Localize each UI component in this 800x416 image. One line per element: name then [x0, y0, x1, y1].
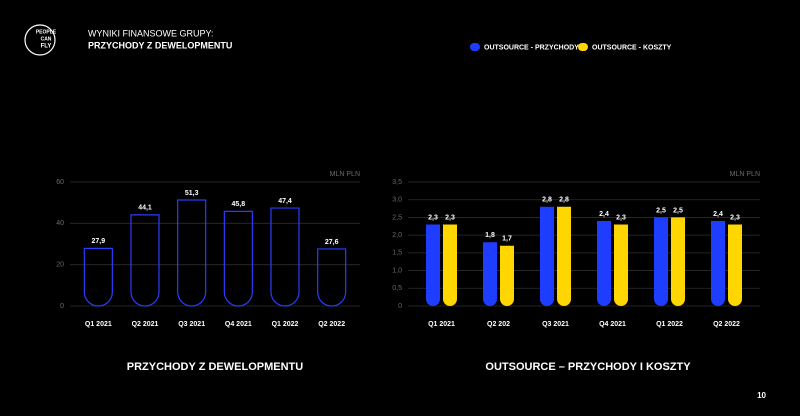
value-label: 27,9	[92, 238, 106, 245]
header-subtitle: PRZYCHODY Z DEWELOPMENTU	[88, 40, 232, 50]
y-tick-label: 0	[398, 303, 402, 310]
bar	[557, 206, 571, 306]
x-tick-label: Q1 2022	[656, 321, 683, 328]
bar	[711, 220, 725, 306]
bar	[483, 242, 497, 306]
x-tick-label: Q1 2021	[428, 321, 455, 328]
bar	[671, 217, 685, 306]
bar	[500, 245, 514, 306]
value-label: 2,3	[616, 214, 626, 221]
y-tick-label: 1,5	[392, 250, 402, 257]
y-tick-label: 3,5	[392, 179, 402, 186]
chart-title: PRZYCHODY Z DEWELOPMENTU	[127, 361, 303, 373]
bar	[270, 207, 300, 307]
value-label: 45,8	[232, 201, 246, 208]
y-tick-label: 40	[56, 220, 64, 227]
bar	[728, 224, 742, 306]
y-tick-label: 1,0	[392, 267, 402, 274]
value-label: 1,7	[502, 236, 512, 243]
x-tick-label: Q4 2021	[225, 321, 252, 328]
value-label: 2,4	[599, 211, 609, 218]
legend-swatch	[578, 43, 588, 51]
value-label: 2,8	[542, 197, 552, 204]
bar	[130, 214, 160, 307]
bar	[317, 248, 347, 307]
value-label: 2,4	[713, 211, 723, 218]
logo: PEOPLE CAN FLY	[24, 24, 57, 56]
bar	[654, 217, 668, 306]
value-label: 2,3	[428, 214, 438, 221]
bar	[177, 199, 207, 307]
value-label: 27,6	[325, 239, 339, 246]
y-tick-label: 60	[56, 179, 64, 186]
value-label: 2,8	[559, 197, 569, 204]
y-tick-label: 2,0	[392, 232, 402, 239]
legend-label: OUTSOURCE - PRZYCHODY	[484, 44, 579, 51]
header-title: WYNIKI FINANSOWE GRUPY:	[88, 28, 214, 38]
logo-text: FLY	[41, 44, 52, 50]
value-label: 2,5	[673, 207, 683, 214]
chart-title: OUTSOURCE – PRZYCHODY I KOSZTY	[485, 361, 691, 373]
value-label: 47,4	[278, 198, 292, 205]
bar	[443, 224, 457, 306]
x-tick-label: Q3 2021	[542, 321, 569, 328]
logo-text: CAN	[41, 36, 52, 42]
legend-swatch	[470, 43, 480, 51]
legend-label: OUTSOURCE - KOSZTY	[592, 44, 672, 51]
logo-ring	[24, 24, 56, 56]
value-label: 2,3	[445, 214, 455, 221]
bar	[597, 220, 611, 306]
unit-label: MLN PLN	[730, 171, 760, 178]
x-tick-label: Q4 2021	[599, 321, 626, 328]
x-tick-label: Q3 2021	[178, 321, 205, 328]
unit-label: MLN PLN	[330, 171, 360, 178]
y-tick-label: 2,5	[392, 214, 402, 221]
bar	[426, 224, 440, 306]
value-label: 2,5	[656, 207, 666, 214]
value-label: 1,8	[485, 232, 495, 239]
x-tick-label: Q2 2021	[132, 321, 159, 328]
x-tick-label: Q2 202	[487, 321, 510, 328]
logo-text: PEOPLE	[36, 29, 57, 35]
x-tick-label: Q1 2022	[272, 321, 299, 328]
y-tick-label: 20	[56, 262, 64, 269]
y-tick-label: 0	[60, 303, 64, 310]
bar	[223, 210, 253, 307]
bar	[83, 247, 113, 307]
page-number: 10	[757, 391, 766, 400]
value-label: 51,3	[185, 190, 199, 197]
bar	[540, 206, 554, 306]
y-tick-label: 0,5	[392, 285, 402, 292]
y-tick-label: 3,0	[392, 197, 402, 204]
x-tick-label: Q2 2022	[318, 321, 345, 328]
x-tick-label: Q1 2021	[85, 321, 112, 328]
value-label: 2,3	[730, 214, 740, 221]
value-label: 44,1	[138, 205, 152, 212]
x-tick-label: Q2 2022	[713, 321, 740, 328]
bar	[614, 224, 628, 306]
